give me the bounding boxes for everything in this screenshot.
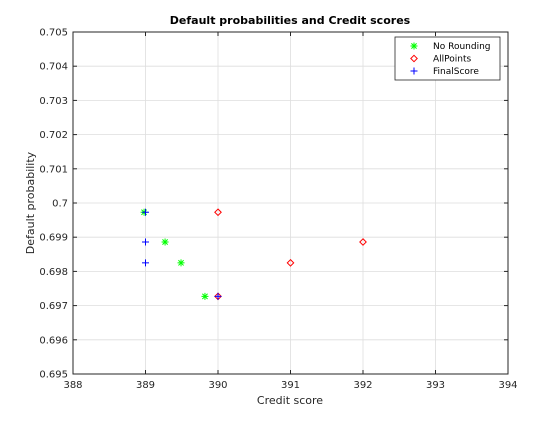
marker-stroke (178, 259, 184, 266)
y-tick-label: 0.7 (52, 199, 68, 210)
x-tick-label: 390 (208, 380, 227, 391)
marker-stroke (410, 54, 418, 63)
x-tick-label: 394 (498, 380, 517, 391)
marker-stroke (201, 293, 208, 300)
x-axis-label: Credit score (257, 394, 323, 407)
y-tick-label: 0.697 (39, 301, 68, 312)
y-tick-label: 0.702 (39, 130, 68, 141)
allpoints-point (286, 258, 295, 267)
no-rounding-point (161, 238, 169, 246)
y-tick-label: 0.703 (39, 96, 68, 107)
axes-box (72, 31, 509, 375)
legend-marker-no-rounding (410, 42, 418, 50)
marker-stroke (214, 208, 222, 217)
legend-entries: No Rounding AllPoints FinalScore (410, 42, 491, 77)
series-finalscore (142, 208, 222, 300)
x-tick-label: 393 (426, 380, 445, 391)
chart-title: Default probabilities and Credit scores (170, 14, 411, 27)
y-tick-label: 0.695 (39, 370, 68, 381)
allpoints-point (214, 208, 222, 217)
legend-label-allpoints: AllPoints (433, 55, 472, 65)
allpoints-point (359, 238, 367, 246)
x-tick-label: 389 (136, 380, 155, 391)
x-tick-labels: 388 389 390 391 392 393 394 (63, 380, 517, 391)
y-tick-label: 0.696 (39, 335, 68, 346)
y-tick-label: 0.698 (39, 267, 68, 278)
no-rounding-point (201, 292, 209, 300)
y-tick-labels: 0.695 0.696 0.697 0.698 0.699 0.7 0.701 0.702 0.… (39, 28, 68, 381)
y-tick-label: 0.705 (39, 28, 68, 39)
legend: No Rounding AllPoints FinalScore (394, 36, 501, 81)
data-points (140, 208, 367, 301)
x-tick-label: 388 (63, 380, 82, 391)
marker-stroke (162, 239, 169, 245)
finalscore-point (142, 259, 149, 267)
no-rounding-point (177, 259, 185, 267)
finalscore-point (142, 208, 149, 216)
y-tick-label: 0.704 (39, 62, 68, 73)
legend-marker-finalscore (410, 67, 418, 75)
x-tick-label: 392 (353, 380, 372, 391)
y-axis-label: Default probability (24, 151, 37, 254)
marker-stroke (359, 238, 367, 246)
legend-label-finalscore: FinalScore (433, 67, 479, 77)
marker-stroke (411, 43, 417, 49)
legend-label-no-rounding: No Rounding (433, 42, 491, 52)
x-tick-label: 391 (281, 380, 300, 391)
y-tick-label: 0.699 (39, 233, 68, 244)
marker-stroke (286, 258, 295, 267)
y-tick-label: 0.701 (39, 164, 68, 175)
finalscore-point (214, 292, 222, 300)
legend-marker-allpoints (410, 54, 418, 63)
finalscore-point (142, 238, 149, 246)
